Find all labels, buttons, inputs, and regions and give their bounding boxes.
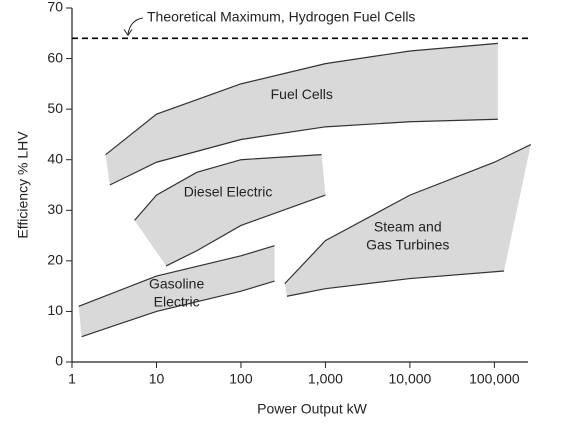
- band-upper-edge: [284, 144, 532, 285]
- x-tick-label: 100,000: [469, 371, 520, 387]
- y-tick-label: 0: [55, 353, 63, 369]
- band-fill: [105, 43, 498, 186]
- x-tick-label: 10,000: [388, 371, 431, 387]
- x-tick-label: 1,000: [308, 371, 343, 387]
- y-tick-label: 10: [47, 302, 63, 318]
- y-tick-label: 60: [47, 49, 63, 65]
- y-tick-label: 40: [47, 150, 63, 166]
- band-label: Steam and: [374, 219, 442, 235]
- y-tick-label: 50: [47, 100, 63, 116]
- band-lower-edge: [109, 118, 498, 186]
- annotation-arrow: [127, 17, 144, 35]
- band-label: Gasoline: [149, 275, 204, 291]
- band-lower-edge: [165, 194, 326, 267]
- annotation: Theoretical Maximum, Hydrogen Fuel Cells: [147, 9, 415, 25]
- band-label: Electric: [154, 293, 200, 309]
- band-label: Fuel Cells: [271, 86, 333, 102]
- x-axis-label: Power Output kW: [257, 401, 367, 417]
- band-lower-edge: [81, 280, 275, 338]
- band-upper-edge: [105, 42, 498, 156]
- y-tick-label: 70: [47, 0, 63, 15]
- y-tick-label: 20: [47, 252, 63, 268]
- band-lower-edge: [286, 270, 505, 297]
- band-fill: [284, 144, 531, 297]
- y-tick-label: 30: [47, 201, 63, 217]
- x-tick-label: 1: [68, 371, 76, 387]
- x-tick-label: 100: [229, 371, 253, 387]
- band-label: Gas Turbines: [366, 237, 449, 253]
- annotation-arrowhead: [123, 29, 133, 37]
- band-upper-edge: [134, 154, 322, 221]
- y-axis-label: Efficiency % LHV: [15, 131, 31, 239]
- band-fill: [78, 245, 275, 337]
- x-tick-label: 10: [149, 371, 165, 387]
- band-fill: [134, 154, 326, 266]
- band-label: Diesel Electric: [184, 183, 273, 199]
- band-upper-edge: [78, 245, 275, 307]
